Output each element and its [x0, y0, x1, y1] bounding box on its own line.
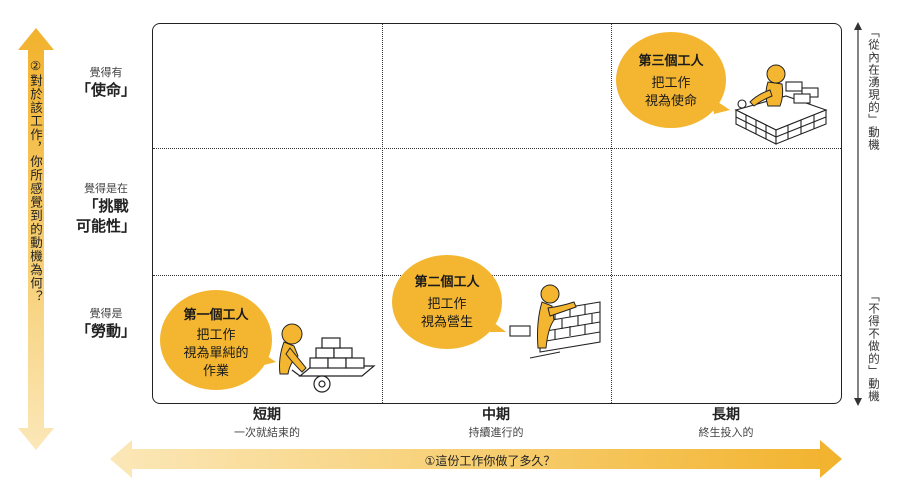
column-label-big: 長期	[712, 407, 740, 423]
column-label-mid: 中期 持續進行的	[396, 406, 596, 440]
worker-1-line3: 作業	[202, 364, 229, 379]
worker-3-title: 第三個工人	[638, 54, 704, 69]
y-axis-title: ②對於該工作，你所感覺到的動機為何？	[28, 58, 43, 304]
grid-divider-v1	[382, 24, 383, 403]
column-label-big: 短期	[253, 407, 281, 423]
column-label-small: 一次就結束的	[234, 426, 300, 439]
row-label-big: 「挑戰	[83, 197, 129, 215]
column-label-short: 短期 一次就結束的	[167, 406, 367, 440]
row-label-big: 「使命」	[75, 81, 136, 99]
row-label-mission: 覺得有 「使命」	[62, 64, 150, 100]
row-label-small: 覺得有	[89, 66, 123, 79]
worker-3-bubble: 第三個工人 把工作 視為使命	[616, 32, 726, 128]
row-label-small: 覺得是在	[84, 182, 128, 195]
worker-3-line1: 把工作	[651, 76, 691, 91]
worker-1-line2: 視為單純的	[183, 346, 249, 361]
worker-3-bubble-tail	[712, 98, 730, 114]
row-label-big-2: 可能性」	[75, 217, 136, 235]
column-label-small: 持續進行的	[468, 426, 524, 439]
column-label-small: 終生投入的	[698, 426, 754, 439]
worker-3-line2: 視為使命	[644, 94, 697, 109]
matrix-grid	[152, 23, 842, 404]
worker-1-bubble: 第一個工人 把工作 視為單純的 作業	[160, 290, 272, 390]
worker-2-bubble: 第二個工人 把工作 視為營生	[392, 255, 502, 349]
column-label-long: 長期 終生投入的	[626, 406, 826, 440]
worker-2-illustration	[509, 284, 601, 359]
worker-2-bubble-tail	[488, 318, 506, 332]
worker-1-title: 第一個工人	[183, 308, 249, 323]
right-label-extrinsic: 「不得不做的」動機	[867, 290, 881, 403]
y-axis-arrow	[18, 28, 54, 450]
right-bracket-arrow	[854, 22, 862, 406]
row-label-labor: 覺得是 「勞動」	[62, 305, 150, 341]
grid-divider-h2	[153, 275, 841, 276]
worker-1-bubble-tail	[258, 350, 276, 366]
row-label-big: 「勞動」	[75, 322, 136, 340]
worker-3-illustration	[734, 64, 828, 145]
x-axis-arrow	[110, 440, 842, 478]
worker-1-line1: 把工作	[196, 328, 236, 343]
worker-2-line1: 把工作	[427, 297, 467, 312]
column-label-big: 中期	[482, 407, 510, 423]
worker-2-line2: 視為營生	[420, 315, 473, 330]
grid-divider-h1	[153, 148, 841, 149]
worker-2-title: 第二個工人	[414, 275, 480, 290]
row-label-small: 覺得是	[89, 307, 123, 320]
grid-divider-v2	[611, 24, 612, 403]
right-label-intrinsic: 「從內在湧現的」動機	[867, 26, 881, 151]
row-label-challenge: 覺得是在 「挑戰 可能性」	[62, 180, 150, 236]
x-axis-title: ①這份工作你做了多久？	[424, 454, 556, 468]
worker-1-illustration	[279, 323, 376, 393]
